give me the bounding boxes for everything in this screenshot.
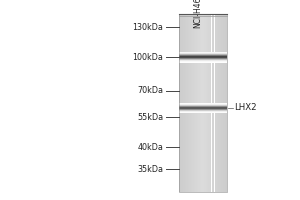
Bar: [198, 14, 199, 192]
Text: NCI-H460: NCI-H460: [194, 0, 202, 28]
Bar: [222, 14, 223, 192]
Bar: [194, 14, 195, 192]
Bar: [203, 14, 204, 192]
Bar: [202, 14, 203, 192]
Bar: [219, 14, 220, 192]
Text: 40kDa: 40kDa: [138, 142, 164, 152]
Bar: [182, 14, 183, 192]
Bar: [225, 14, 226, 192]
Bar: [193, 14, 194, 192]
Bar: [185, 14, 186, 192]
Bar: [204, 14, 205, 192]
Bar: [212, 14, 213, 192]
Bar: [206, 14, 207, 192]
Bar: [221, 14, 222, 192]
Bar: [178, 14, 179, 192]
Bar: [179, 14, 180, 192]
Bar: [199, 14, 200, 192]
Bar: [224, 14, 225, 192]
Bar: [218, 14, 219, 192]
Bar: [214, 14, 215, 192]
Bar: [213, 14, 214, 192]
Bar: [180, 14, 181, 192]
Bar: [183, 14, 184, 192]
Bar: [189, 14, 190, 192]
Text: 70kDa: 70kDa: [137, 86, 164, 95]
Bar: [209, 14, 210, 192]
Bar: [210, 14, 211, 192]
Bar: [220, 14, 221, 192]
Bar: [196, 14, 197, 192]
Text: 130kDa: 130kDa: [133, 22, 164, 31]
Bar: [186, 14, 187, 192]
Bar: [181, 14, 182, 192]
Text: LHX2: LHX2: [234, 104, 256, 112]
Bar: [201, 14, 202, 192]
Text: 55kDa: 55kDa: [137, 112, 164, 121]
Bar: [195, 14, 196, 192]
Bar: [217, 14, 218, 192]
Bar: [184, 14, 185, 192]
Bar: [192, 14, 193, 192]
Bar: [200, 14, 201, 192]
Bar: [190, 14, 191, 192]
Bar: [188, 14, 189, 192]
Text: 100kDa: 100kDa: [133, 52, 164, 62]
Bar: [191, 14, 192, 192]
Bar: [197, 14, 198, 192]
Bar: [223, 14, 224, 192]
Bar: [187, 14, 188, 192]
Bar: [208, 14, 209, 192]
Text: 35kDa: 35kDa: [137, 164, 164, 173]
Bar: [215, 14, 216, 192]
Bar: [216, 14, 217, 192]
Bar: [207, 14, 208, 192]
Bar: [205, 14, 206, 192]
Bar: [178, 14, 226, 192]
